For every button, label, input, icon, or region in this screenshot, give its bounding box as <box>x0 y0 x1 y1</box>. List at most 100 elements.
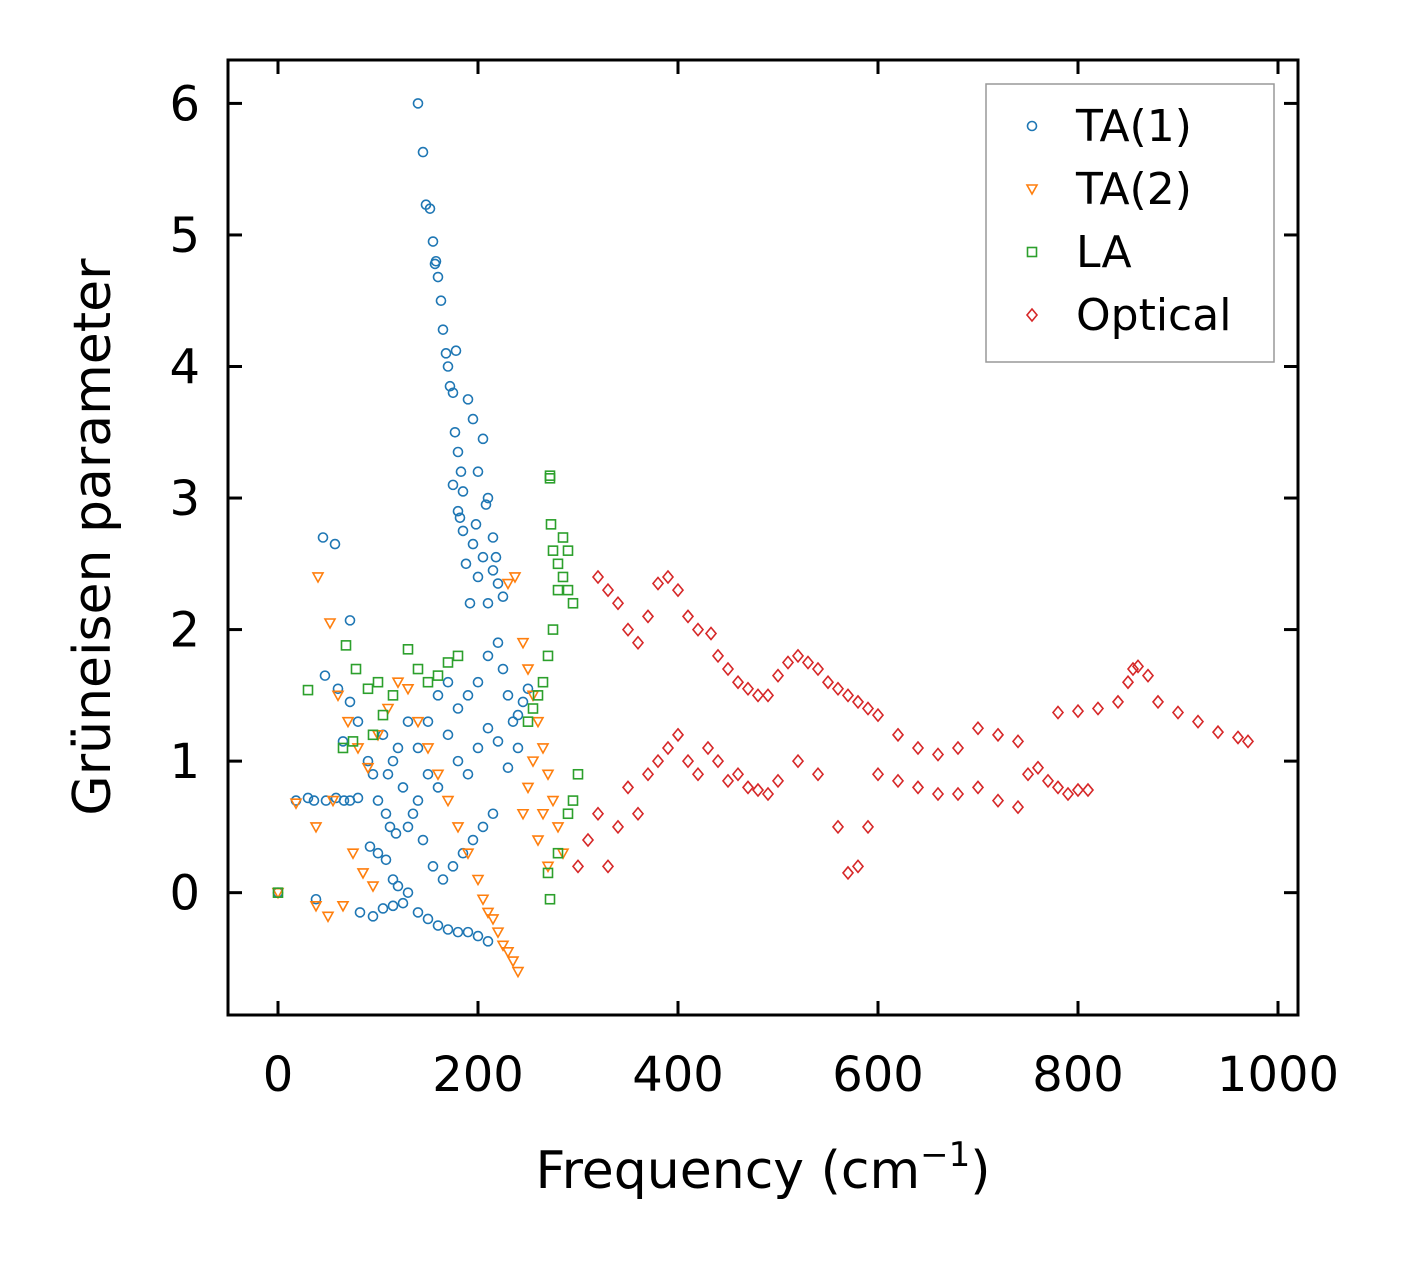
optical-point <box>651 753 665 769</box>
optical-point <box>791 753 805 769</box>
ta-1-point <box>454 512 466 524</box>
optical-point <box>1051 705 1065 720</box>
optical-point <box>781 655 795 670</box>
ta-1-point <box>397 782 409 793</box>
ta-1-point <box>455 466 467 478</box>
optical-point <box>891 773 905 789</box>
ta-2-point <box>421 743 435 755</box>
ta-1-point <box>452 755 464 767</box>
ta-1-point <box>337 736 349 747</box>
ta-1-point <box>457 486 469 497</box>
series-ta-1 <box>272 98 534 947</box>
optical-point <box>761 786 775 802</box>
ta-1-point <box>452 926 464 938</box>
optical-point <box>651 576 665 591</box>
optical-point <box>601 859 615 874</box>
ta-1-point <box>422 716 434 727</box>
ta-1-point <box>467 413 479 425</box>
optical-point <box>851 694 865 710</box>
optical-point <box>1231 730 1245 745</box>
ta-2-point <box>551 822 565 834</box>
ta-2-point <box>431 769 445 781</box>
optical-point <box>721 773 735 789</box>
ta-1-point <box>412 742 424 754</box>
la-point <box>567 597 579 609</box>
ta-1-point <box>380 854 392 866</box>
la-point <box>432 670 444 681</box>
optical-point <box>731 674 745 690</box>
y-tick-label: 1 <box>169 734 200 790</box>
series-la <box>272 470 584 905</box>
optical-point <box>1121 674 1135 690</box>
y-tick-label: 6 <box>169 76 200 132</box>
ta-1-point <box>512 709 524 721</box>
ta-1-point <box>407 808 419 820</box>
ta-1-point <box>482 722 494 734</box>
ta-1-point <box>364 841 376 852</box>
la-point <box>547 624 559 635</box>
y-tick-label: 2 <box>169 603 200 659</box>
ta-1-point <box>490 551 502 563</box>
ta-1-point <box>472 742 484 754</box>
optical-point <box>911 780 925 795</box>
series-optical <box>571 569 1255 881</box>
legend-label-ta-2: TA(2) <box>1075 164 1192 215</box>
optical-point <box>831 819 845 835</box>
ta-1-point <box>382 768 394 780</box>
x-tick-label: 0 <box>263 1047 294 1103</box>
ta-2-point <box>391 677 405 689</box>
ta-1-point <box>435 295 447 307</box>
optical-point <box>991 727 1005 743</box>
ta-2-point <box>476 894 490 906</box>
ta-1-point <box>447 479 459 491</box>
ta-1-point <box>362 755 374 767</box>
ta-1-point <box>344 696 356 708</box>
ta-2-point <box>541 769 555 781</box>
optical-point <box>811 661 825 677</box>
la-point <box>340 640 352 651</box>
ta-1-point <box>482 650 494 662</box>
la-point <box>557 532 569 543</box>
optical-point <box>1111 694 1125 710</box>
ta-1-point <box>402 821 414 833</box>
optical-point <box>751 782 765 798</box>
optical-point <box>721 661 735 677</box>
ta-1-point <box>387 900 399 912</box>
optical-point <box>1051 780 1065 795</box>
ta-2-point <box>531 716 545 729</box>
ta-1-point <box>344 615 356 626</box>
optical-point <box>1091 701 1105 716</box>
legend-marker-ta-2 <box>1025 184 1039 196</box>
ta-2-point <box>309 901 323 913</box>
ta-1-point <box>492 578 504 589</box>
optical-point <box>631 806 645 821</box>
y-tick-label: 5 <box>169 208 200 264</box>
ta-2-point <box>501 578 515 591</box>
legend-marker-la <box>1026 246 1038 258</box>
la-point <box>567 795 579 806</box>
la-point <box>557 571 569 583</box>
ta-1-point <box>437 324 449 335</box>
ta-1-point <box>372 847 384 859</box>
optical-point <box>704 626 718 641</box>
ta-1-point <box>497 663 509 675</box>
la-point <box>302 684 314 696</box>
ta-1-point <box>332 683 344 695</box>
optical-point <box>1151 694 1165 710</box>
ta-2-point <box>346 848 360 860</box>
ta-1-point <box>460 558 472 570</box>
optical-point <box>611 819 625 835</box>
ta-1-point <box>442 361 454 372</box>
ta-1-point <box>387 874 399 885</box>
optical-point <box>861 819 875 835</box>
legend-label-la: LA <box>1076 227 1132 278</box>
optical-point <box>591 806 605 821</box>
ta-1-point <box>487 532 499 543</box>
ta-2-point <box>356 868 370 880</box>
la-point <box>544 893 556 905</box>
ta-1-point <box>427 861 439 872</box>
ta-1-point <box>480 499 492 510</box>
la-point <box>412 663 424 675</box>
ta-2-point <box>309 822 323 834</box>
ta-2-point <box>366 881 380 893</box>
